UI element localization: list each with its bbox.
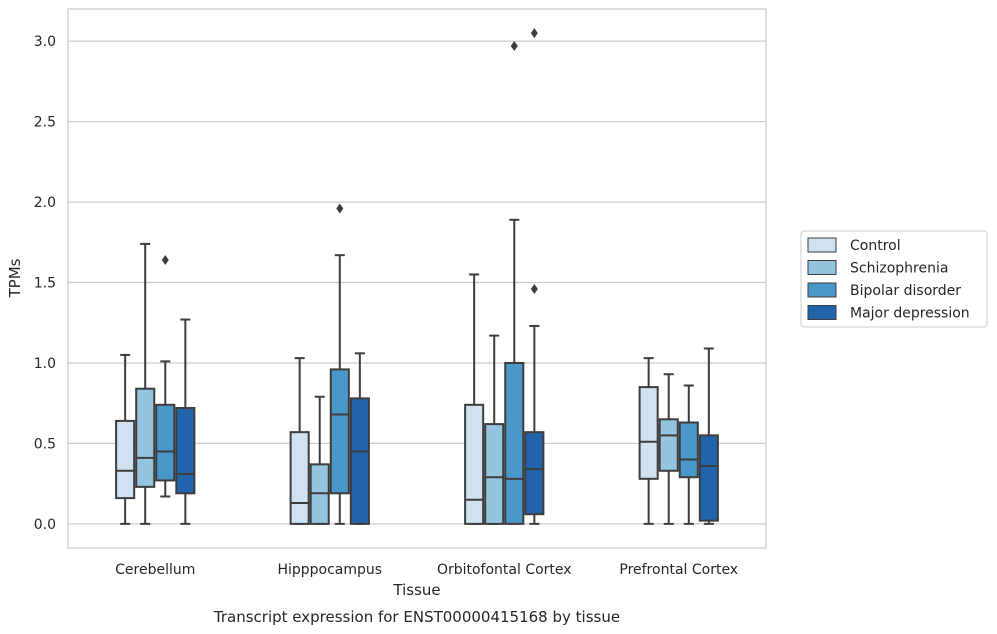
box-iqr: [524, 431, 545, 516]
outlier-point: [161, 254, 169, 265]
box-iqr: [638, 386, 659, 480]
box-0-2: [155, 254, 176, 498]
plot-frame: [67, 8, 767, 549]
box-1-1: [309, 395, 330, 525]
y-tick-labels: 0.0 0.5 1.0 1.5 2.0 2.5 3.0: [34, 34, 56, 533]
box-iqr: [698, 434, 719, 522]
y-tick-label: 0.5: [34, 436, 56, 452]
box-iqr: [155, 403, 176, 482]
box-iqr: [678, 421, 699, 479]
outlier-point: [336, 203, 344, 214]
y-tick-label: 1.5: [34, 276, 56, 292]
x-tick-label: Cerebellum: [115, 562, 195, 578]
x-tick-labels: Cerebellum Hipppocampus Orbitofontal Corte…: [115, 562, 738, 578]
x-tick-label: Orbitofontal Cortex: [437, 562, 572, 578]
outlier-point: [530, 283, 538, 294]
box-iqr: [289, 431, 310, 525]
legend-label: Schizophrenia: [850, 261, 948, 277]
legend-swatch: [807, 282, 837, 298]
x-tick-label: Hipppocampus: [277, 562, 382, 578]
box-1-2: [329, 203, 350, 525]
chart-caption: Transcript expression for ENST0000041516…: [213, 608, 620, 626]
legend-label: Bipolar disorder: [850, 283, 961, 299]
y-tick-label: 3.0: [34, 34, 56, 50]
legend-label: Control: [850, 238, 901, 254]
box-0-3: [175, 318, 196, 525]
box-groups: [115, 28, 719, 525]
box-iqr: [504, 361, 525, 525]
y-tick-label: 1.0: [34, 356, 56, 372]
box-iqr: [464, 403, 485, 525]
y-tick-label: 2.5: [34, 115, 56, 131]
legend-frame: [800, 230, 988, 328]
box-1-0: [289, 357, 310, 525]
box-2-1: [484, 334, 505, 525]
legend-label: Major depression: [850, 306, 970, 322]
x-axis-title: Tissue: [392, 581, 440, 599]
y-tick-label: 0.0: [34, 517, 56, 533]
box-3-2: [678, 384, 699, 525]
y-tick-label: 2.0: [34, 195, 56, 211]
y-axis-title: TPMs: [6, 258, 24, 298]
box-2-3: [524, 28, 545, 525]
box-iqr: [135, 387, 156, 488]
legend-swatch: [807, 260, 837, 275]
outlier-point: [530, 28, 538, 39]
box-iqr: [658, 418, 679, 472]
legend-swatch: [807, 305, 837, 320]
box-3-1: [658, 373, 679, 525]
box-2-0: [464, 273, 485, 525]
box-iqr: [329, 368, 350, 495]
x-tick-label: Prefrontal Cortex: [619, 562, 738, 578]
box-iqr: [115, 419, 136, 500]
box-iqr: [175, 407, 196, 495]
box-3-3: [698, 347, 719, 525]
box-0-1: [135, 242, 156, 525]
legend-swatch: [807, 237, 837, 253]
box-iqr: [349, 397, 370, 525]
box-1-3: [349, 352, 370, 525]
outlier-point: [510, 41, 518, 52]
box-iqr: [484, 423, 505, 525]
legend: Control Schizophrenia Bipolar disorder Majo…: [800, 230, 988, 328]
box-3-0: [638, 357, 659, 525]
box-2-2: [504, 41, 525, 525]
box-0-0: [115, 353, 136, 525]
